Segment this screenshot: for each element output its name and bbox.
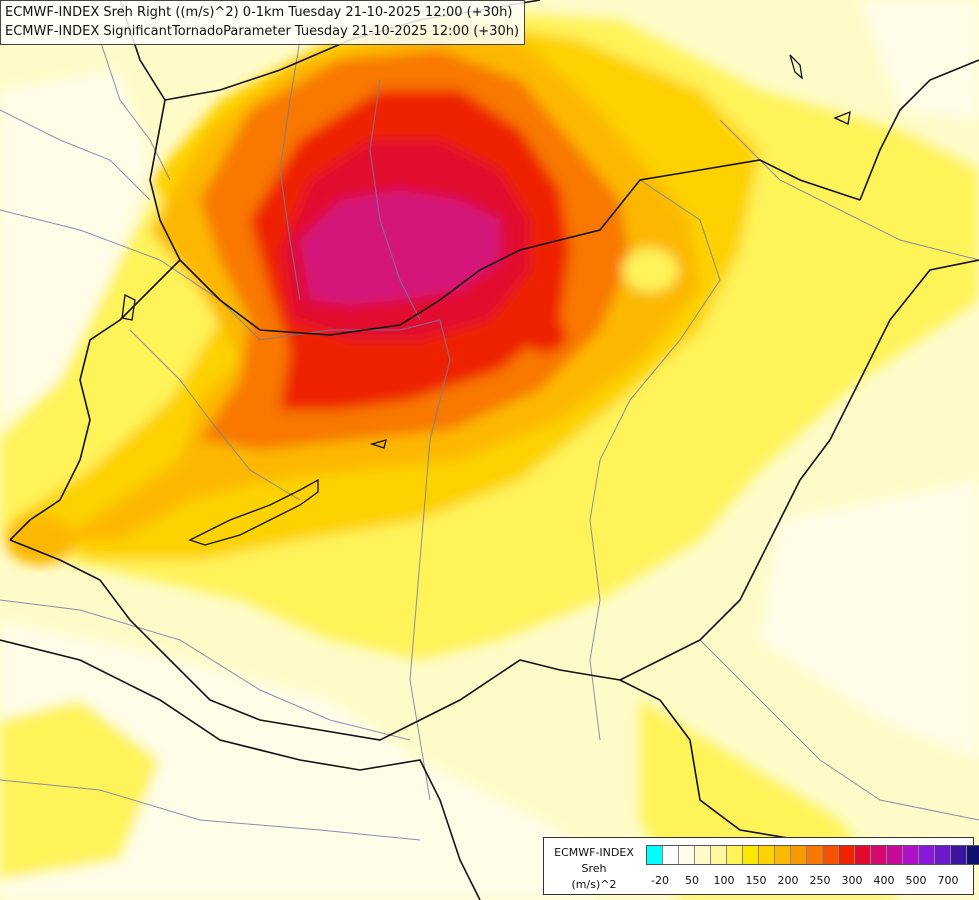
river-northwest bbox=[0, 109, 151, 201]
legend-swatch bbox=[711, 846, 727, 864]
map-title-box: ECMWF-INDEX Sreh Right ((m/s)^2) 0-1km T… bbox=[0, 0, 526, 45]
legend-tick-label: 500 bbox=[905, 874, 927, 887]
legend-tick-label: -20 bbox=[651, 874, 669, 887]
legend-swatch bbox=[679, 846, 695, 864]
lakes bbox=[121, 54, 851, 546]
river-sava bbox=[0, 779, 421, 841]
river-south-east bbox=[699, 639, 979, 821]
legend-tick-label: 300 bbox=[841, 874, 863, 887]
orange-spot-southwest bbox=[5, 515, 75, 565]
legend-tick-label: 100 bbox=[713, 874, 735, 887]
legend-title-model: ECMWF-INDEX bbox=[554, 846, 634, 859]
rivers bbox=[0, 39, 979, 841]
river-morava bbox=[99, 39, 171, 181]
legend-title-unit: (m/s)^2 bbox=[571, 878, 617, 891]
legend-swatch bbox=[775, 846, 791, 864]
legend-tick-label: 200 bbox=[777, 874, 799, 887]
legend-swatch bbox=[823, 846, 839, 864]
pale-zone-west bbox=[0, 70, 150, 420]
lake-neusiedl bbox=[121, 294, 136, 321]
river-danube-bend bbox=[409, 319, 451, 801]
river-danube-upper bbox=[0, 209, 441, 341]
legend-swatch bbox=[663, 846, 679, 864]
river-hron bbox=[369, 79, 421, 321]
color-legend: ECMWF-INDEX Sreh (m/s)^2 -20 50 100 150 200 2… bbox=[543, 837, 979, 895]
orange-spot-center bbox=[523, 317, 567, 353]
border-hungary-croatia bbox=[9, 539, 621, 741]
legend-swatch bbox=[871, 846, 887, 864]
river-tisza bbox=[589, 179, 721, 741]
legend-tick-label: 400 bbox=[873, 874, 895, 887]
legend-ticks: -20 50 100 150 200 250 300 400 500 700 bbox=[646, 874, 966, 888]
legend-swatch bbox=[759, 846, 775, 864]
legend-swatch bbox=[807, 846, 823, 864]
legend-color-bar bbox=[646, 845, 979, 865]
lake-small-north bbox=[789, 54, 803, 80]
legend-swatch bbox=[903, 846, 919, 864]
legend-tick-label: 50 bbox=[685, 874, 699, 887]
legend-swatch bbox=[855, 846, 871, 864]
yellow-band-southwest bbox=[0, 700, 160, 880]
legend-swatch bbox=[791, 846, 807, 864]
border-hungary-serbia bbox=[619, 479, 801, 681]
border-austria-hungary bbox=[9, 259, 181, 541]
legend-swatch bbox=[695, 846, 711, 864]
river-raba bbox=[129, 329, 301, 501]
title-line-stp: ECMWF-INDEX SignificantTornadoParameter … bbox=[5, 24, 520, 39]
border-slovakia-hungary bbox=[179, 159, 861, 336]
title-line-sreh: ECMWF-INDEX Sreh Right ((m/s)^2) 0-1km T… bbox=[5, 5, 513, 20]
legend-swatch bbox=[727, 846, 743, 864]
magenta-core bbox=[300, 190, 500, 305]
river-vah bbox=[279, 39, 301, 301]
legend-tick-label: 700 bbox=[937, 874, 959, 887]
legend-swatch bbox=[967, 846, 979, 864]
legend-swatch bbox=[743, 846, 759, 864]
border-hungary-romania bbox=[799, 259, 979, 481]
border-croatia-bosnia bbox=[0, 639, 481, 900]
legend-swatch bbox=[647, 846, 663, 864]
border-czech-slovakia bbox=[119, 0, 181, 261]
pale-zone-northeast bbox=[860, 0, 979, 120]
lake-small-east bbox=[833, 110, 851, 125]
lake-small-center bbox=[369, 439, 387, 449]
legend-swatch bbox=[919, 846, 935, 864]
legend-swatch bbox=[935, 846, 951, 864]
pale-zone-east bbox=[760, 480, 979, 760]
legend-tick-label: 150 bbox=[745, 874, 767, 887]
lake-balaton bbox=[188, 478, 319, 546]
legend-swatch bbox=[951, 846, 967, 864]
legend-swatch bbox=[887, 846, 903, 864]
legend-tick-label: 250 bbox=[809, 874, 831, 887]
border-ukraine bbox=[859, 59, 979, 201]
legend-title-field: Sreh bbox=[581, 862, 607, 875]
legend-swatch bbox=[839, 846, 855, 864]
orange-spot-east bbox=[622, 248, 678, 292]
border-serbia-romania bbox=[619, 679, 801, 841]
legend-title: ECMWF-INDEX Sreh (m/s)^2 bbox=[549, 845, 639, 893]
river-drava bbox=[0, 599, 411, 741]
